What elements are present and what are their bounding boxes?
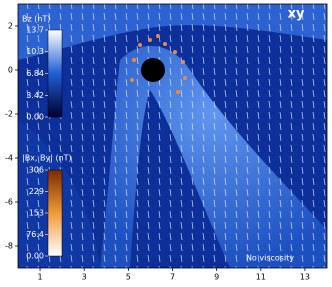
colorbar (47, 29, 63, 118)
y-tick-label: 2 (8, 22, 13, 31)
y-tick-label: -4 (5, 154, 13, 163)
colorbar-tick-label: 153 (29, 209, 44, 218)
colorbar-tick-label: 76.4 (26, 230, 44, 239)
chart-title: xy (288, 7, 305, 22)
colorbar-tick-label: 10.3 (26, 47, 44, 56)
x-tick-label: 11 (256, 273, 266, 282)
colorbar-tick-label: 6.84 (26, 69, 44, 78)
colorbar-tick-label: 0.00 (26, 252, 44, 261)
y-tick-label: -6 (5, 198, 13, 207)
vector-arrows (18, 4, 327, 268)
strong-field-arrows (130, 34, 187, 94)
colorbar-tick-label: 3.42 (26, 91, 44, 100)
x-tick-label: 7 (170, 273, 175, 282)
x-tick-label: 1 (38, 273, 43, 282)
field (18, 4, 327, 268)
y-tick-label: 0 (8, 66, 13, 75)
y-tick-label: -8 (5, 242, 13, 251)
annotation: No viscosity (246, 254, 294, 263)
colorbar-label: |Bx, By| (nT) (22, 154, 72, 163)
colorbar-tick-label: 0.00 (26, 113, 44, 122)
x-tick-label: 3 (82, 273, 87, 282)
colorbar-tick-label: 229 (29, 187, 44, 196)
x-tick-label: 5 (126, 273, 131, 282)
x-tick-label: 13 (300, 273, 310, 282)
colorbar-label: Bz (nT) (22, 15, 50, 24)
colorbar-tick-label: 306 (29, 166, 44, 175)
x-tick-label: 9 (214, 273, 219, 282)
y-tick-label: -2 (5, 110, 13, 119)
colorbar-tick-label: 13.7 (26, 26, 44, 35)
colorbar (47, 169, 63, 257)
obstacle (141, 58, 165, 82)
